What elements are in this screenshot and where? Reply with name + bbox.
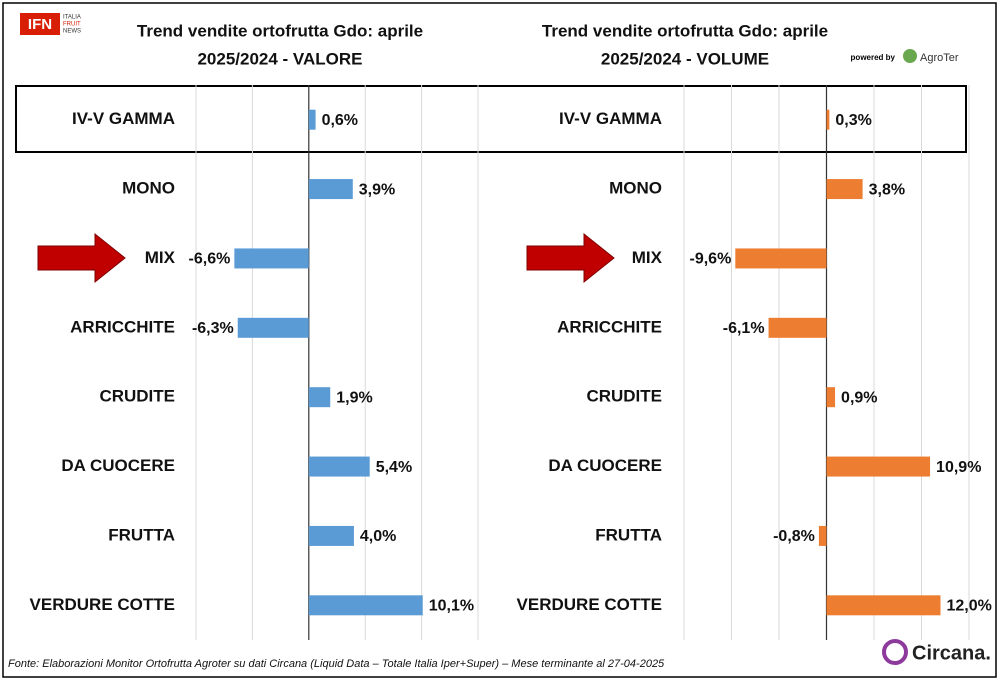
bar	[308, 179, 353, 200]
category-label: IV-V GAMMA	[559, 109, 662, 128]
value-label: 1,9%	[336, 389, 372, 406]
category-label: DA CUOCERE	[548, 456, 662, 475]
value-label: 0,6%	[322, 112, 358, 129]
value-label: -6,3%	[192, 320, 234, 337]
logo-sub: FRUIT	[63, 22, 81, 28]
highlight-box	[15, 85, 967, 153]
chart-subtitle: 2025/2024 - VOLUME	[601, 49, 769, 68]
category-label: VERDURE COTTE	[517, 595, 662, 614]
value-label: -0,8%	[773, 528, 815, 545]
source: Fonte: Elaborazioni Monitor Ortofrutta A…	[8, 658, 665, 670]
logo-sub: ITALIA	[63, 15, 81, 21]
bar	[735, 248, 827, 269]
partner-icon	[903, 49, 917, 63]
value-label: 0,3%	[835, 112, 871, 129]
arrow	[526, 232, 615, 284]
brand: Circana.	[912, 642, 991, 664]
bar	[826, 595, 941, 616]
category-label: VERDURE COTTE	[30, 595, 175, 614]
bar	[826, 109, 830, 130]
category-label: MONO	[609, 179, 662, 198]
logo-sub: NEWS	[63, 29, 81, 35]
chart-subtitle: 2025/2024 - VALORE	[197, 49, 362, 68]
ifn-logo: IFN ITALIA FRUIT NEWS	[20, 13, 81, 35]
partner: AgroTer	[920, 52, 959, 64]
bar	[818, 525, 827, 546]
brand-icon	[882, 639, 908, 665]
category-label: CRUDITE	[99, 387, 175, 406]
value-label: -9,6%	[690, 251, 732, 268]
bar	[826, 387, 836, 408]
value-label: 4,0%	[360, 528, 396, 545]
category-label: FRUTTA	[108, 525, 175, 544]
value-label: 10,1%	[429, 598, 474, 615]
category-label: MIX	[145, 248, 176, 267]
category-label: CRUDITE	[586, 387, 662, 406]
bar	[308, 109, 316, 130]
arrow	[37, 232, 126, 284]
value-label: -6,1%	[723, 320, 765, 337]
value-label: -6,6%	[189, 251, 231, 268]
logo-box	[20, 13, 60, 35]
bar	[308, 595, 423, 616]
category-label: IV-V GAMMA	[72, 109, 175, 128]
bar	[768, 317, 827, 338]
bar	[308, 525, 354, 546]
category-label: MONO	[122, 179, 175, 198]
bar	[308, 456, 370, 477]
chart-title: Trend vendite ortofrutta Gdo: aprile	[137, 21, 423, 40]
category-label: MIX	[632, 248, 663, 267]
value-label: 5,4%	[376, 459, 412, 476]
bar	[308, 387, 331, 408]
bar	[237, 317, 309, 338]
logo-text: IFN	[28, 16, 52, 33]
bar	[826, 179, 863, 200]
value-label: 3,8%	[869, 181, 905, 198]
value-label: 12,0%	[947, 598, 992, 615]
value-label: 0,9%	[841, 389, 877, 406]
chart-title: Trend vendite ortofrutta Gdo: aprile	[542, 21, 828, 40]
category-label: FRUTTA	[595, 525, 662, 544]
value-label: 3,9%	[359, 181, 395, 198]
category-label: DA CUOCERE	[61, 456, 175, 475]
bar	[826, 456, 931, 477]
category-label: ARRICCHITE	[70, 317, 175, 336]
bar	[234, 248, 309, 269]
value-label: 10,9%	[936, 459, 981, 476]
powered-by: powered by	[851, 53, 896, 62]
category-label: ARRICCHITE	[557, 317, 662, 336]
